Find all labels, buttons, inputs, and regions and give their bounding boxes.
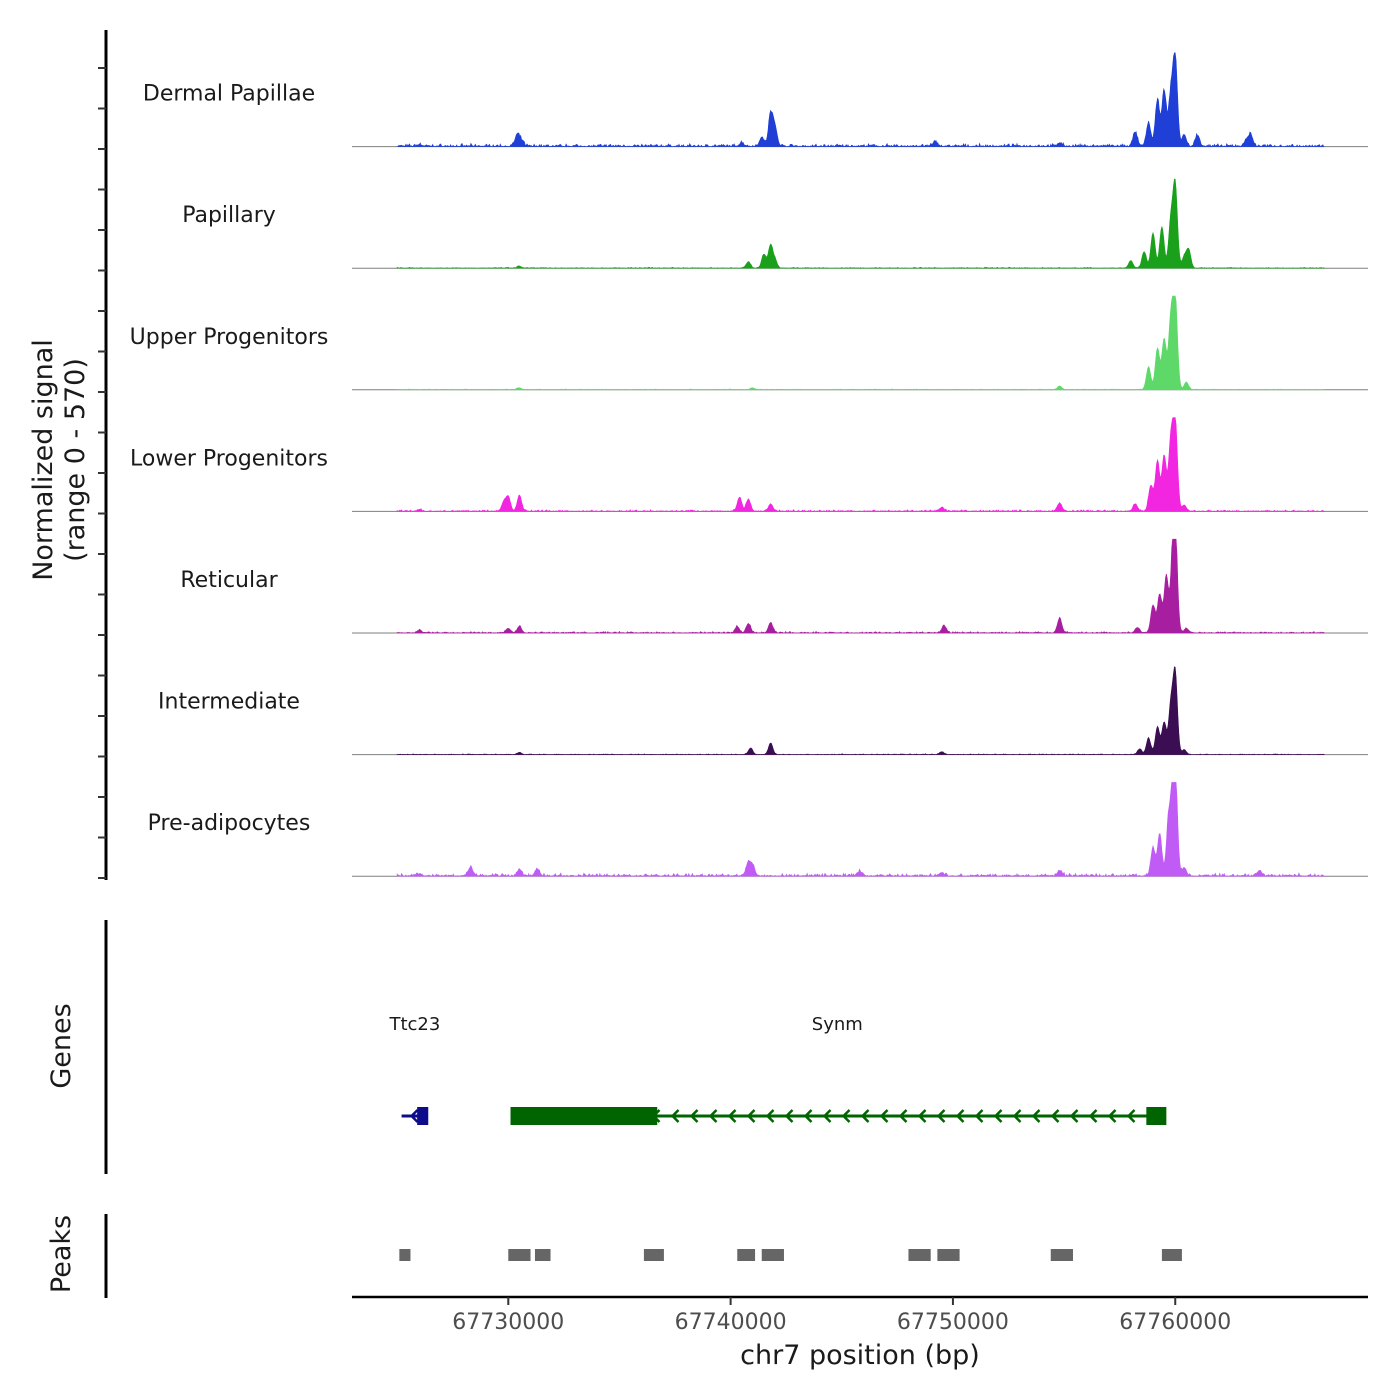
x-tick-label-67760000: 67760000 xyxy=(1119,1310,1231,1335)
x-axis-title: chr7 position (bp) xyxy=(740,1340,980,1371)
peak-region xyxy=(1050,1249,1073,1261)
genes-axis-title: Genes xyxy=(46,1003,77,1088)
strand-chevron-icon xyxy=(822,1109,832,1123)
strand-chevron-icon xyxy=(1107,1109,1117,1123)
track-label: Lower Progenitors xyxy=(130,446,328,471)
peak-region xyxy=(399,1249,411,1261)
peak-track xyxy=(399,1249,1182,1261)
track-label: Papillary xyxy=(182,203,276,228)
peak-region xyxy=(761,1249,784,1261)
strand-chevron-icon xyxy=(1088,1109,1098,1123)
peak-region xyxy=(737,1249,756,1261)
peak-region xyxy=(508,1249,531,1261)
x-tick-label-67750000: 67750000 xyxy=(897,1310,1009,1335)
gene-label: Synm xyxy=(812,1014,863,1035)
gene-exon xyxy=(421,1107,429,1125)
track-reticular: Reticular xyxy=(180,538,1368,634)
track-label: Pre-adipocytes xyxy=(148,811,311,836)
strand-chevron-icon xyxy=(1031,1109,1041,1123)
track-label: Intermediate xyxy=(158,690,300,715)
track-intermediate: Intermediate xyxy=(158,666,1368,756)
x-tick-label-67730000: 67730000 xyxy=(452,1310,564,1335)
strand-chevron-icon xyxy=(879,1109,889,1123)
signal-area xyxy=(397,52,1325,148)
peak-region xyxy=(1161,1249,1182,1261)
signal-area xyxy=(396,417,1325,512)
track-papillary: Papillary xyxy=(182,178,1368,269)
strand-chevron-icon xyxy=(841,1109,851,1123)
track-label: Upper Progenitors xyxy=(130,325,329,350)
strand-chevron-icon xyxy=(746,1109,756,1123)
gene-ttc23: Ttc23 xyxy=(388,1014,440,1125)
strand-chevron-icon xyxy=(1069,1109,1079,1123)
peak-region xyxy=(534,1249,551,1261)
signal-area xyxy=(396,178,1325,269)
strand-chevron-icon xyxy=(1050,1109,1060,1123)
strand-chevron-icon xyxy=(974,1109,984,1123)
strand-chevron-icon xyxy=(708,1109,718,1123)
gene-synm: Synm xyxy=(510,1014,1167,1125)
strand-chevron-icon xyxy=(917,1109,927,1123)
strand-chevron-icon xyxy=(689,1109,699,1123)
gene-track: Ttc23 Synm xyxy=(388,1014,1167,1125)
y-axis-title-line-2: (range 0 - 570) xyxy=(60,358,91,562)
strand-chevron-icon xyxy=(898,1109,908,1123)
strand-chevron-icon xyxy=(993,1109,1003,1123)
strand-chevron-icon xyxy=(1012,1109,1022,1123)
signal-area xyxy=(396,295,1325,391)
peak-region xyxy=(908,1249,931,1261)
strand-chevron-icon xyxy=(409,1109,419,1123)
strand-chevron-icon xyxy=(955,1109,965,1123)
strand-chevron-icon xyxy=(860,1109,870,1123)
track-dermal-papillae: Dermal Papillae xyxy=(143,52,1368,148)
strand-chevron-icon xyxy=(727,1109,737,1123)
track-pre-adipocytes: Pre-adipocytes xyxy=(148,782,1368,878)
gene-label: Ttc23 xyxy=(388,1014,440,1035)
signal-area xyxy=(396,538,1325,634)
strand-chevron-icon xyxy=(936,1109,946,1123)
y-axis-title-line-1: Normalized signal xyxy=(28,339,59,581)
strand-chevron-icon xyxy=(784,1109,794,1123)
strand-chevron-icon xyxy=(803,1109,813,1123)
axes-layer: 67730000 67740000 67750000 67760000 xyxy=(98,30,1368,1335)
track-lower-progenitors: Lower Progenitors xyxy=(130,417,1368,512)
peak-region xyxy=(643,1249,664,1261)
peak-region xyxy=(937,1249,960,1261)
strand-chevron-icon xyxy=(765,1109,775,1123)
strand-chevron-icon xyxy=(1126,1109,1136,1123)
track-label: Reticular xyxy=(180,568,278,593)
peaks-axis-title: Peaks xyxy=(46,1215,77,1293)
gene-exon xyxy=(1146,1107,1167,1125)
signal-tracks: Dermal Papillae Papillary Upper Progenitor… xyxy=(130,52,1368,878)
strand-chevron-icon xyxy=(670,1109,680,1123)
track-upper-progenitors: Upper Progenitors xyxy=(130,295,1368,391)
signal-area xyxy=(396,666,1325,755)
gene-exon xyxy=(417,1107,423,1125)
gene-exon xyxy=(510,1107,658,1125)
track-label: Dermal Papillae xyxy=(143,82,315,107)
x-tick-label-67740000: 67740000 xyxy=(675,1310,787,1335)
signal-area xyxy=(396,782,1325,878)
